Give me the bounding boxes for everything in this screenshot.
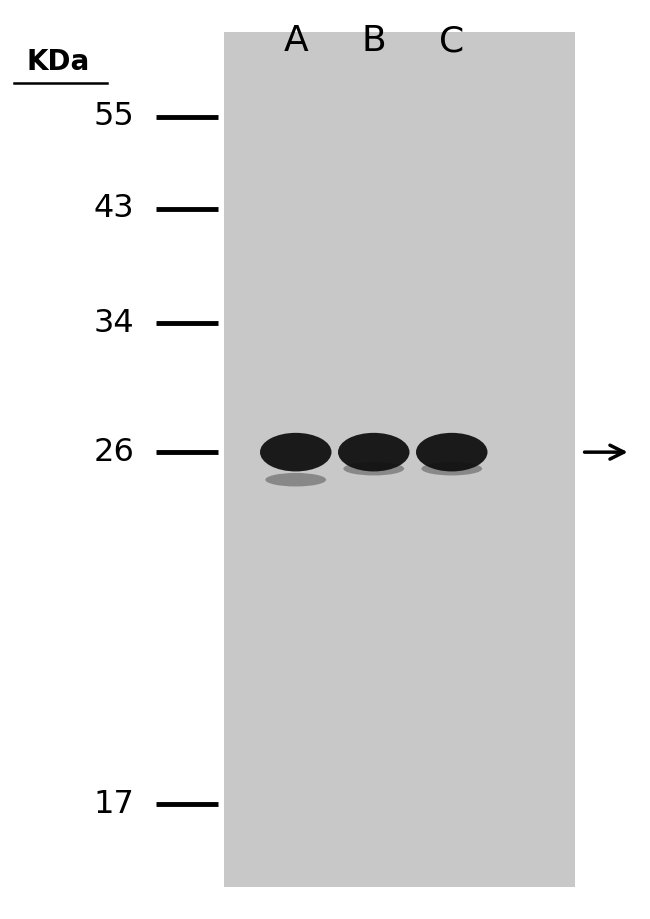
Text: A: A	[283, 25, 308, 58]
Text: 26: 26	[94, 437, 134, 468]
Text: 55: 55	[94, 101, 134, 132]
Ellipse shape	[338, 433, 410, 471]
Bar	[224, 32, 575, 887]
Text: KDa: KDa	[27, 49, 90, 76]
Ellipse shape	[260, 433, 332, 471]
Text: B: B	[361, 25, 386, 58]
Ellipse shape	[416, 433, 488, 471]
Text: 43: 43	[94, 193, 134, 224]
Ellipse shape	[421, 462, 482, 475]
Text: 17: 17	[94, 789, 134, 820]
Ellipse shape	[265, 473, 326, 486]
Ellipse shape	[343, 462, 404, 475]
Text: 34: 34	[94, 308, 134, 339]
Text: C: C	[439, 25, 464, 58]
